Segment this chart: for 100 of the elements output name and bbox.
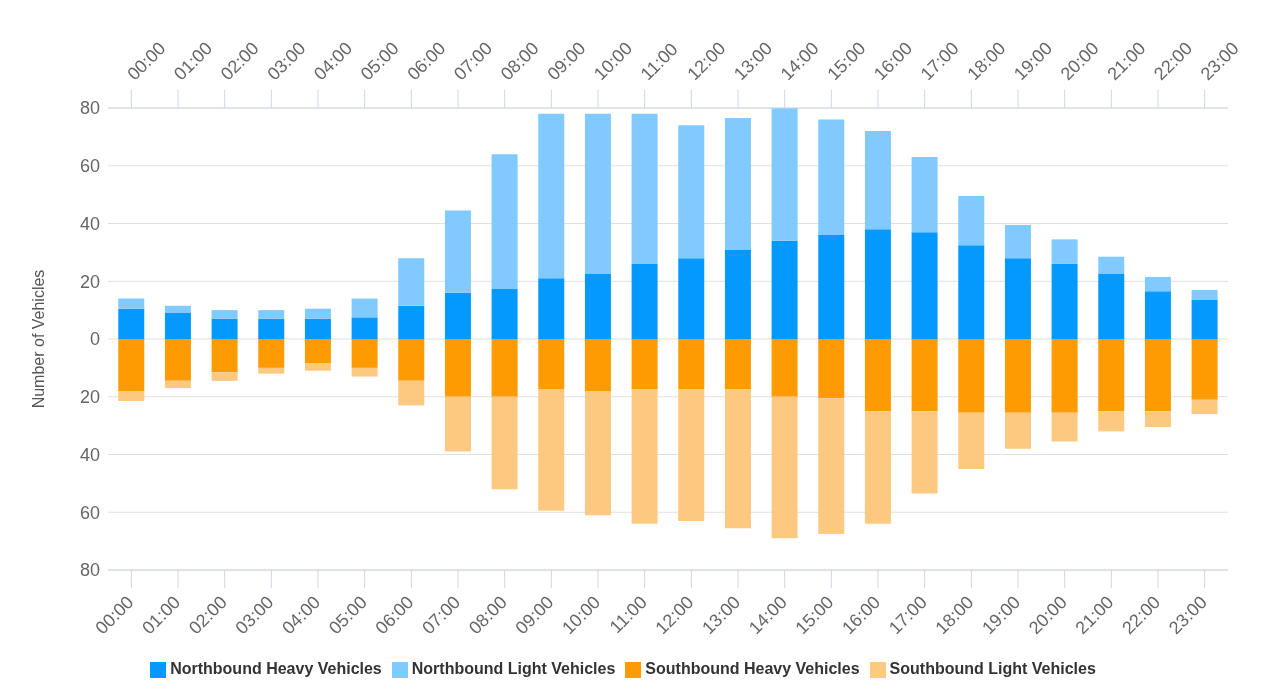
- bar: [398, 339, 425, 381]
- bar: [958, 196, 985, 246]
- y-tick-label: 80: [79, 98, 100, 119]
- bar: [258, 310, 285, 319]
- bar: [724, 249, 751, 339]
- legend-label: Northbound Heavy Vehicles: [170, 660, 382, 677]
- bar: [958, 412, 985, 469]
- bar: [444, 339, 471, 397]
- bar: [304, 308, 331, 319]
- bar: [818, 119, 845, 236]
- bar: [491, 396, 518, 490]
- legend-label: Southbound Light Vehicles: [889, 660, 1096, 677]
- bar: [911, 232, 938, 339]
- y-axis-title: Number of Vehicles: [29, 269, 47, 409]
- bar: [958, 245, 985, 339]
- bar: [1004, 224, 1031, 259]
- bar: [1004, 258, 1031, 339]
- bar: [818, 398, 845, 534]
- bar: [818, 235, 845, 339]
- bar: [351, 367, 378, 377]
- bar: [304, 363, 331, 371]
- bar: [118, 339, 145, 391]
- bar: [491, 154, 518, 289]
- bar: [444, 292, 471, 339]
- bar: [1004, 339, 1031, 413]
- bar: [1144, 291, 1171, 339]
- bar: [631, 113, 658, 264]
- bar: [1098, 256, 1125, 275]
- bar: [724, 389, 751, 529]
- bar: [1051, 339, 1078, 413]
- bar: [724, 118, 751, 250]
- bar: [1004, 412, 1031, 449]
- bar: [631, 389, 658, 524]
- bar: [351, 298, 378, 318]
- bar: [1191, 300, 1218, 339]
- bar: [771, 108, 798, 241]
- legend-label: Northbound Light Vehicles: [411, 660, 616, 677]
- legend-label: Southbound Heavy Vehicles: [645, 660, 860, 677]
- bar: [351, 339, 378, 368]
- bar: [538, 389, 565, 511]
- bar: [1144, 411, 1171, 428]
- y-tick-label: 0: [89, 329, 100, 350]
- bar: [164, 339, 191, 381]
- bar: [538, 339, 565, 390]
- bar: [864, 411, 891, 524]
- bar: [864, 229, 891, 339]
- bar: [491, 339, 518, 397]
- bar: [1051, 239, 1078, 264]
- bar: [1098, 274, 1125, 339]
- bar: [584, 274, 611, 339]
- bar: [398, 258, 425, 306]
- bar: [1051, 412, 1078, 442]
- bar: [1051, 263, 1078, 339]
- y-tick-label: 60: [79, 156, 100, 177]
- bar: [211, 318, 238, 339]
- bar: [1191, 399, 1218, 415]
- bar: [1098, 411, 1125, 432]
- bar: [678, 389, 705, 521]
- bar: [771, 240, 798, 339]
- bar: [1144, 276, 1171, 292]
- bar: [584, 339, 611, 391]
- bar: [211, 310, 238, 319]
- bar: [678, 339, 705, 390]
- bar: [211, 339, 238, 373]
- bar: [678, 125, 705, 259]
- bar: [211, 372, 238, 381]
- bar: [958, 339, 985, 413]
- bar: [258, 339, 285, 368]
- bar: [351, 317, 378, 339]
- bar: [584, 113, 611, 275]
- bar: [118, 390, 145, 402]
- bar: [398, 380, 425, 406]
- bar: [631, 339, 658, 390]
- bar: [864, 131, 891, 230]
- bar: [911, 411, 938, 494]
- bar: [1098, 339, 1125, 412]
- bar: [678, 258, 705, 339]
- bar: [1191, 289, 1218, 301]
- bar: [818, 339, 845, 399]
- bar: [304, 318, 331, 339]
- bar: [864, 339, 891, 412]
- bar: [911, 157, 938, 233]
- bar: [118, 308, 145, 339]
- bar: [538, 278, 565, 339]
- bar: [771, 339, 798, 397]
- y-tick-label: 20: [79, 271, 100, 292]
- bar: [258, 318, 285, 339]
- bar: [164, 305, 191, 314]
- bar: [398, 305, 425, 339]
- bar: [258, 367, 285, 374]
- y-tick-label: 60: [79, 502, 100, 523]
- bar: [724, 339, 751, 390]
- bar: [911, 339, 938, 412]
- bar: [584, 390, 611, 516]
- bar: [444, 210, 471, 293]
- bar: [444, 396, 471, 452]
- bar: [164, 313, 191, 339]
- y-tick-label: 80: [79, 560, 100, 581]
- bar: [118, 298, 145, 309]
- bar: [304, 339, 331, 364]
